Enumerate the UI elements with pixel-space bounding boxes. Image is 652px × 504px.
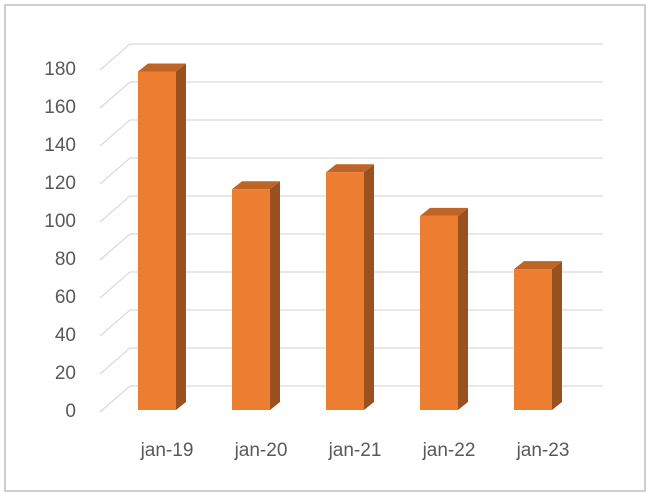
y-tick-label: 160 [44, 97, 76, 118]
bar-top [138, 63, 186, 72]
bar-top [420, 207, 468, 216]
y-tick-label: 20 [55, 363, 76, 384]
y-tick-label: 140 [44, 135, 76, 156]
bar-side [270, 181, 280, 410]
bar [138, 63, 186, 410]
bar-side [458, 207, 468, 410]
chart-border [4, 4, 646, 492]
bar [232, 181, 280, 410]
bar-front [232, 189, 270, 410]
x-tick-label: jan-20 [234, 440, 288, 461]
grid-line [99, 43, 603, 71]
y-tick-label: 80 [55, 249, 76, 270]
x-tick-label: jan-22 [422, 440, 476, 461]
grid-line [99, 195, 603, 223]
bar-front [420, 215, 458, 410]
bar-top [514, 261, 562, 270]
bar-top [326, 164, 374, 173]
bar [420, 207, 468, 410]
x-tick-label: jan-21 [328, 440, 382, 461]
bar-front [326, 172, 364, 410]
grid-line [99, 157, 603, 185]
x-tick-label: jan-23 [516, 440, 570, 461]
y-tick-label: 60 [55, 287, 76, 308]
bar-front [138, 71, 176, 410]
y-tick-label: 120 [44, 173, 76, 194]
y-tick-label: 40 [55, 325, 76, 346]
y-tick-label: 0 [65, 401, 76, 422]
grid-line [99, 81, 603, 109]
grid-line [99, 119, 603, 147]
bar-side [552, 261, 562, 410]
bar-front [514, 269, 552, 410]
y-tick-label: 100 [44, 211, 76, 232]
bar [326, 164, 374, 410]
bar-top [232, 181, 280, 190]
y-tick-label: 180 [44, 59, 76, 80]
bar [514, 261, 562, 410]
bar-side [364, 164, 374, 410]
x-tick-label: jan-19 [140, 440, 194, 461]
bar-side [176, 63, 186, 410]
